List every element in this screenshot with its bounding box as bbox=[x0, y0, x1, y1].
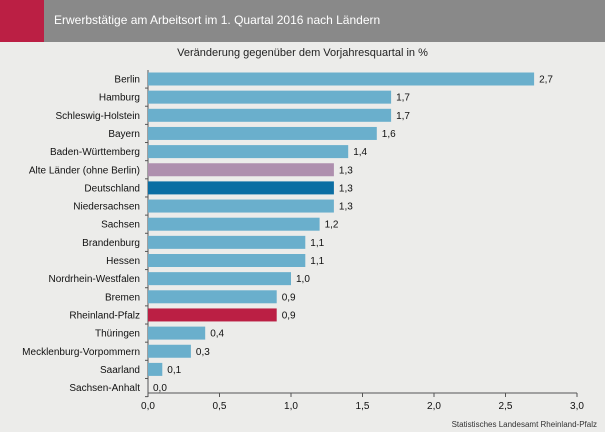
value-label: 1,3 bbox=[339, 183, 353, 194]
category-label: Hessen bbox=[106, 256, 140, 267]
category-label: Sachsen-Anhalt bbox=[69, 383, 140, 394]
value-label: 1,2 bbox=[325, 220, 339, 231]
bar bbox=[148, 362, 163, 376]
header-bar: Erwerbstätige am Arbeitsort im 1. Quarta… bbox=[0, 0, 605, 42]
value-label: 1,7 bbox=[396, 111, 410, 122]
category-label: Rheinland-Pfalz bbox=[69, 310, 140, 321]
bar bbox=[148, 163, 334, 177]
x-tick-label: 1,5 bbox=[356, 401, 370, 412]
category-label: Schleswig-Holstein bbox=[56, 111, 140, 122]
bar bbox=[148, 290, 277, 304]
bar bbox=[148, 326, 206, 340]
chart-subtitle: Veränderung gegenüber dem Vorjahresquart… bbox=[177, 47, 428, 59]
category-label: Thüringen bbox=[95, 329, 140, 340]
category-label: Mecklenburg-Vorpommern bbox=[22, 347, 140, 358]
x-tick-label: 0,0 bbox=[141, 401, 155, 412]
category-label: Baden-Württemberg bbox=[50, 147, 140, 158]
value-label: 1,4 bbox=[353, 147, 367, 158]
bar bbox=[148, 272, 291, 286]
bar bbox=[148, 344, 191, 358]
chart-title: Erwerbstätige am Arbeitsort im 1. Quarta… bbox=[54, 13, 381, 27]
value-label: 0,9 bbox=[282, 310, 296, 321]
x-tick-label: 3,0 bbox=[570, 401, 584, 412]
value-label: 1,1 bbox=[310, 238, 324, 249]
value-label: 1,7 bbox=[396, 93, 410, 104]
x-tick-label: 2,0 bbox=[427, 401, 441, 412]
value-label: 2,7 bbox=[539, 75, 553, 86]
x-tick-label: 2,5 bbox=[499, 401, 513, 412]
x-tick-label: 1,0 bbox=[284, 401, 298, 412]
header-accent-block bbox=[0, 0, 44, 42]
category-label: Hamburg bbox=[99, 93, 140, 104]
bar bbox=[148, 145, 349, 159]
source-note: Statistisches Landesamt Rheinland-Pfalz bbox=[451, 420, 597, 429]
value-label: 0,4 bbox=[210, 329, 224, 340]
x-tick-label: 0,5 bbox=[213, 401, 227, 412]
category-label: Brandenburg bbox=[82, 238, 140, 249]
bar bbox=[148, 199, 334, 213]
bar bbox=[148, 181, 334, 195]
bar bbox=[148, 254, 306, 267]
category-label: Berlin bbox=[114, 75, 140, 86]
category-label: Saarland bbox=[100, 365, 140, 376]
value-label: 1,1 bbox=[310, 256, 324, 267]
bar bbox=[148, 72, 535, 86]
value-label: 0,0 bbox=[153, 383, 167, 394]
category-label: Sachsen bbox=[101, 220, 140, 231]
value-label: 0,9 bbox=[282, 292, 296, 303]
bar bbox=[148, 235, 306, 249]
bar bbox=[148, 217, 320, 231]
bar bbox=[148, 90, 392, 104]
category-label: Nordrhein-Westfalen bbox=[48, 274, 140, 285]
category-label: Niedersachsen bbox=[73, 202, 140, 213]
category-label: Bayern bbox=[108, 129, 140, 140]
value-label: 1,3 bbox=[339, 202, 353, 213]
bar bbox=[148, 108, 392, 122]
category-label: Bremen bbox=[105, 292, 140, 303]
category-label: Alte Länder (ohne Berlin) bbox=[29, 165, 140, 176]
value-label: 0,3 bbox=[196, 347, 210, 358]
value-label: 1,0 bbox=[296, 274, 310, 285]
value-label: 0,1 bbox=[167, 365, 181, 376]
value-label: 1,3 bbox=[339, 165, 353, 176]
category-label: Deutschland bbox=[84, 183, 140, 194]
value-label: 1,6 bbox=[382, 129, 396, 140]
bar bbox=[148, 308, 277, 322]
bar bbox=[148, 126, 377, 140]
